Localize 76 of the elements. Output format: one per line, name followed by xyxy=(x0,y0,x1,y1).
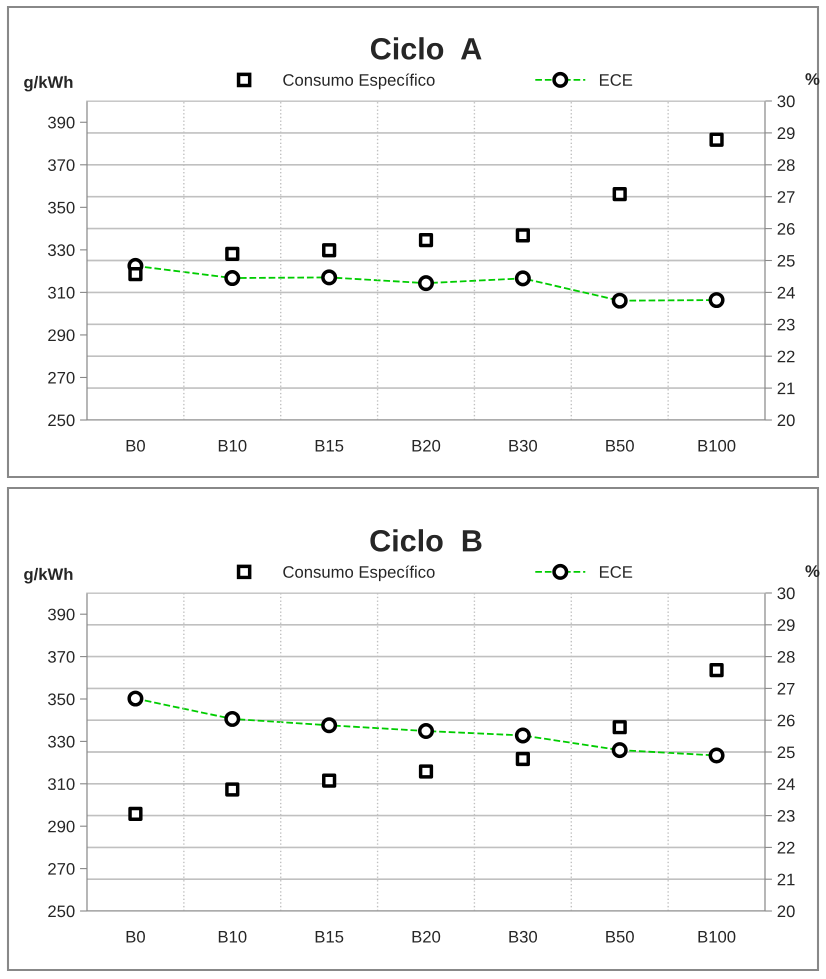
legend-label: ECE xyxy=(600,74,632,86)
y2-tick-label: 29 xyxy=(778,619,795,632)
point xyxy=(516,228,530,243)
y-tick-label: 250 xyxy=(48,905,75,918)
point xyxy=(418,232,434,248)
y2-tick-label: 24 xyxy=(778,286,795,298)
y-tick-label: 350 xyxy=(48,693,75,706)
y-tick-label: 330 xyxy=(48,244,75,256)
y2-tick-label: 27 xyxy=(778,191,795,203)
point xyxy=(128,806,143,822)
point xyxy=(709,132,724,147)
x-tick-label: B0 xyxy=(126,930,145,943)
y2-tick-label: 21 xyxy=(778,382,795,394)
chart-title: Ciclo B xyxy=(370,529,482,552)
x-tick-label: B50 xyxy=(606,440,634,452)
point xyxy=(322,243,336,258)
point xyxy=(225,782,240,797)
y2-tick-label: 30 xyxy=(777,587,795,600)
y2-tick-label: 20 xyxy=(778,414,795,426)
point xyxy=(128,266,143,282)
y2-tick-label: 28 xyxy=(778,159,795,172)
y-tick-label: 250 xyxy=(48,414,75,426)
y2-axis-title: % xyxy=(805,565,820,577)
y-tick-label: 390 xyxy=(48,608,75,620)
x-tick-label: B15 xyxy=(316,931,344,943)
x-tick-label: B30 xyxy=(509,440,538,452)
y2-tick-label: 21 xyxy=(778,874,795,886)
y2-axis-title: % xyxy=(805,73,820,85)
point xyxy=(709,663,724,678)
x-tick-label: B100 xyxy=(698,440,736,452)
point xyxy=(322,774,336,788)
y-tick-label: 290 xyxy=(48,820,75,832)
y2-tick-label: 22 xyxy=(778,842,795,854)
x-tick-label: B20 xyxy=(412,440,440,452)
y-tick-label: 390 xyxy=(48,116,75,128)
y2-tick-label: 23 xyxy=(778,318,795,331)
legend-label: Consumo Específico xyxy=(283,565,435,582)
y2-tick-label: 26 xyxy=(778,714,795,726)
y-tick-label: 350 xyxy=(48,202,75,214)
x-tick-label: B10 xyxy=(218,440,246,452)
y-tick-label: 370 xyxy=(48,159,75,172)
y-axis-title: g/kWh xyxy=(24,568,72,584)
y-tick-label: 270 xyxy=(48,863,75,875)
x-tick-label: B100 xyxy=(698,930,736,943)
x-tick-label: B10 xyxy=(218,930,246,943)
y-tick-label: 370 xyxy=(48,651,75,663)
y-tick-label: 330 xyxy=(48,736,75,748)
y2-tick-label: 23 xyxy=(778,810,795,822)
y2-tick-label: 28 xyxy=(778,651,795,663)
x-tick-label: B0 xyxy=(126,440,145,452)
y2-tick-label: 30 xyxy=(777,95,795,108)
chart-title: Ciclo A xyxy=(370,37,482,60)
y2-tick-label: 24 xyxy=(778,778,795,790)
y-tick-label: 310 xyxy=(48,286,75,299)
x-tick-label: B15 xyxy=(316,440,344,452)
y-tick-label: 270 xyxy=(48,372,75,384)
x-tick-label: B20 xyxy=(412,930,440,943)
point xyxy=(418,764,434,779)
y2-tick-label: 25 xyxy=(778,746,795,758)
y-tick-label: 290 xyxy=(48,329,75,342)
point xyxy=(225,246,240,262)
y-axis-title: g/kWh xyxy=(24,76,72,92)
point xyxy=(612,720,627,734)
y2-tick-label: 20 xyxy=(778,905,795,918)
y2-tick-label: 29 xyxy=(778,127,795,140)
y2-tick-label: 26 xyxy=(778,223,795,235)
x-tick-label: B30 xyxy=(509,930,538,943)
y-tick-label: 310 xyxy=(48,778,75,790)
legend-label: ECE xyxy=(600,566,632,578)
y2-tick-label: 25 xyxy=(778,254,795,267)
y2-tick-label: 22 xyxy=(778,350,795,362)
point xyxy=(516,752,530,766)
legend-label: Consumo Específico xyxy=(283,73,435,90)
x-tick-label: B50 xyxy=(606,930,634,943)
point xyxy=(612,187,627,202)
y2-tick-label: 27 xyxy=(778,682,795,694)
